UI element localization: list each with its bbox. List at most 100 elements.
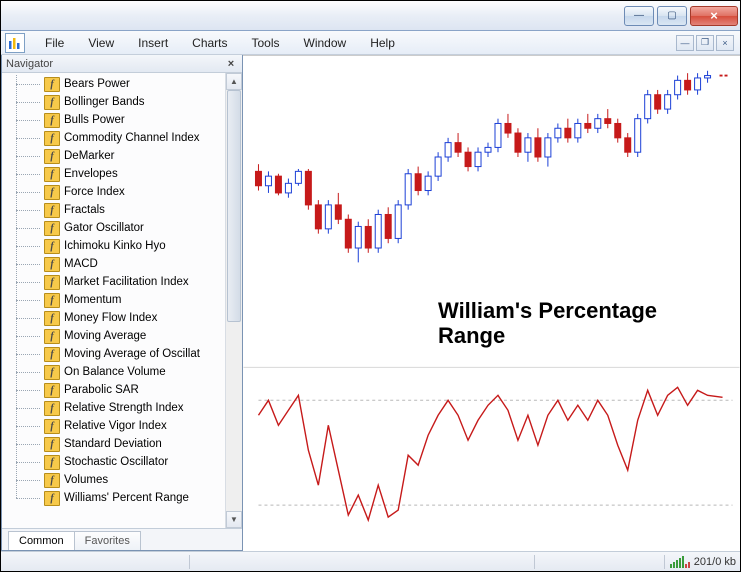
navigator-panel: Navigator × f Bears Power f Bollinger Bands… bbox=[1, 55, 243, 551]
scroll-up-icon[interactable]: ▲ bbox=[226, 73, 242, 90]
scroll-track[interactable] bbox=[226, 90, 242, 511]
function-icon: f bbox=[44, 473, 60, 488]
menu-help[interactable]: Help bbox=[358, 33, 407, 53]
status-bar: 201/0 kb bbox=[1, 551, 740, 571]
maximize-button[interactable]: ▢ bbox=[657, 6, 687, 26]
indicator-label: Market Facilitation Index bbox=[64, 276, 189, 288]
indicator-item[interactable]: fStandard Deviation bbox=[2, 435, 225, 453]
indicator-item[interactable]: f Bears Power bbox=[2, 75, 225, 93]
indicator-label: Momentum bbox=[64, 294, 122, 306]
indicator-item[interactable]: f Money Flow Index bbox=[2, 309, 225, 327]
indicator-item[interactable]: f Envelopes bbox=[2, 165, 225, 183]
scroll-thumb[interactable] bbox=[227, 90, 241, 322]
chart-canvas bbox=[243, 56, 740, 551]
status-separator bbox=[534, 555, 536, 569]
indicator-label: On Balance Volume bbox=[64, 366, 166, 378]
window-titlebar: — ▢ × bbox=[1, 1, 740, 31]
function-icon: f bbox=[44, 419, 60, 434]
indicator-item[interactable]: f On Balance Volume bbox=[2, 363, 225, 381]
function-icon: f bbox=[44, 383, 60, 398]
menu-file[interactable]: File bbox=[33, 33, 76, 53]
navigator-body: f Bears Power f Bollinger Bands f Bulls Power… bbox=[2, 73, 242, 528]
indicator-label: Money Flow Index bbox=[64, 312, 157, 324]
menu-window[interactable]: Window bbox=[292, 33, 359, 53]
indicator-label: Bollinger Bands bbox=[64, 96, 145, 108]
indicator-item[interactable]: fFractals bbox=[2, 201, 225, 219]
navigator-tree[interactable]: f Bears Power f Bollinger Bands f Bulls Power… bbox=[2, 73, 225, 528]
function-icon: f bbox=[44, 311, 60, 326]
indicator-item[interactable]: fRelative Strength Index bbox=[2, 399, 225, 417]
function-icon: f bbox=[44, 491, 60, 506]
indicator-item[interactable]: f Market Facilitation Index bbox=[2, 273, 225, 291]
function-icon: f bbox=[44, 239, 60, 254]
tab-common[interactable]: Common bbox=[8, 531, 75, 550]
indicator-label: DeMarker bbox=[64, 150, 114, 162]
indicator-label: Relative Vigor Index bbox=[64, 420, 167, 432]
indicator-label: Commodity Channel Index bbox=[64, 132, 200, 144]
indicator-item[interactable]: fGator Oscillator bbox=[2, 219, 225, 237]
mdi-close-button[interactable]: × bbox=[716, 35, 734, 51]
indicator-label: MACD bbox=[64, 258, 98, 270]
app-icon bbox=[5, 33, 25, 53]
function-icon: f bbox=[44, 347, 60, 362]
indicator-label: Gator Oscillator bbox=[64, 222, 144, 234]
function-icon: f bbox=[44, 95, 60, 110]
navigator-tabs: Common Favorites bbox=[2, 528, 242, 550]
function-icon: f bbox=[44, 77, 60, 92]
indicator-item[interactable]: f Parabolic SAR bbox=[2, 381, 225, 399]
indicator-item[interactable]: f Moving Average of Oscillat bbox=[2, 345, 225, 363]
indicator-item[interactable]: f Relative Vigor Index bbox=[2, 417, 225, 435]
indicator-item[interactable]: fMoving Average bbox=[2, 327, 225, 345]
indicator-label: Moving Average of Oscillat bbox=[64, 348, 200, 360]
indicator-label: Standard Deviation bbox=[64, 438, 162, 450]
indicator-label: Volumes bbox=[64, 474, 108, 486]
function-icon: f bbox=[44, 257, 60, 272]
navigator-title-bar[interactable]: Navigator × bbox=[2, 55, 242, 73]
function-icon: f bbox=[44, 275, 60, 290]
indicator-item[interactable]: f Momentum bbox=[2, 291, 225, 309]
connection-status: 201/0 kb bbox=[670, 556, 736, 568]
indicator-label: Envelopes bbox=[64, 168, 118, 180]
mdi-window-controls: — ❐ × bbox=[674, 35, 740, 51]
window-controls: — ▢ × bbox=[624, 6, 738, 26]
indicator-item[interactable]: f MACD bbox=[2, 255, 225, 273]
indicator-label: Moving Average bbox=[64, 330, 146, 342]
function-icon: f bbox=[44, 293, 60, 308]
indicator-item[interactable]: fIchimoku Kinko Hyo bbox=[2, 237, 225, 255]
mdi-minimize-button[interactable]: — bbox=[676, 35, 694, 51]
indicator-item[interactable]: fCommodity Channel Index bbox=[2, 129, 225, 147]
minimize-button[interactable]: — bbox=[624, 6, 654, 26]
menu-tools[interactable]: Tools bbox=[240, 33, 292, 53]
menu-insert[interactable]: Insert bbox=[126, 33, 180, 53]
indicator-item[interactable]: fWilliams' Percent Range bbox=[2, 489, 225, 507]
function-icon: f bbox=[44, 149, 60, 164]
indicator-item[interactable]: fForce Index bbox=[2, 183, 225, 201]
menu-items: FileViewInsertChartsToolsWindowHelp bbox=[33, 33, 407, 53]
chart-area[interactable]: William's Percentage Range William's Per… bbox=[243, 55, 740, 551]
navigator-scrollbar[interactable]: ▲ ▼ bbox=[225, 73, 242, 528]
scroll-down-icon[interactable]: ▼ bbox=[226, 511, 242, 528]
indicator-label: Parabolic SAR bbox=[64, 384, 139, 396]
indicator-item[interactable]: f Volumes bbox=[2, 471, 225, 489]
tab-favorites[interactable]: Favorites bbox=[74, 531, 141, 550]
navigator-title: Navigator bbox=[6, 58, 53, 70]
indicator-label: Bulls Power bbox=[64, 114, 125, 126]
menu-view[interactable]: View bbox=[76, 33, 126, 53]
indicator-item[interactable]: f Bulls Power bbox=[2, 111, 225, 129]
function-icon: f bbox=[44, 401, 60, 416]
function-icon: f bbox=[44, 455, 60, 470]
indicator-item[interactable]: f DeMarker bbox=[2, 147, 225, 165]
indicator-item[interactable]: f Bollinger Bands bbox=[2, 93, 225, 111]
indicator-item[interactable]: fStochastic Oscillator bbox=[2, 453, 225, 471]
indicator-label: Bears Power bbox=[64, 78, 130, 90]
menu-charts[interactable]: Charts bbox=[180, 33, 239, 53]
function-icon: f bbox=[44, 365, 60, 380]
navigator-close-icon[interactable]: × bbox=[224, 57, 238, 71]
function-icon: f bbox=[44, 167, 60, 182]
connection-text: 201/0 kb bbox=[694, 556, 736, 568]
mdi-restore-button[interactable]: ❐ bbox=[696, 35, 714, 51]
function-icon: f bbox=[44, 113, 60, 128]
signal-icon bbox=[670, 556, 690, 568]
function-icon: f bbox=[44, 203, 60, 218]
close-button[interactable]: × bbox=[690, 6, 738, 26]
